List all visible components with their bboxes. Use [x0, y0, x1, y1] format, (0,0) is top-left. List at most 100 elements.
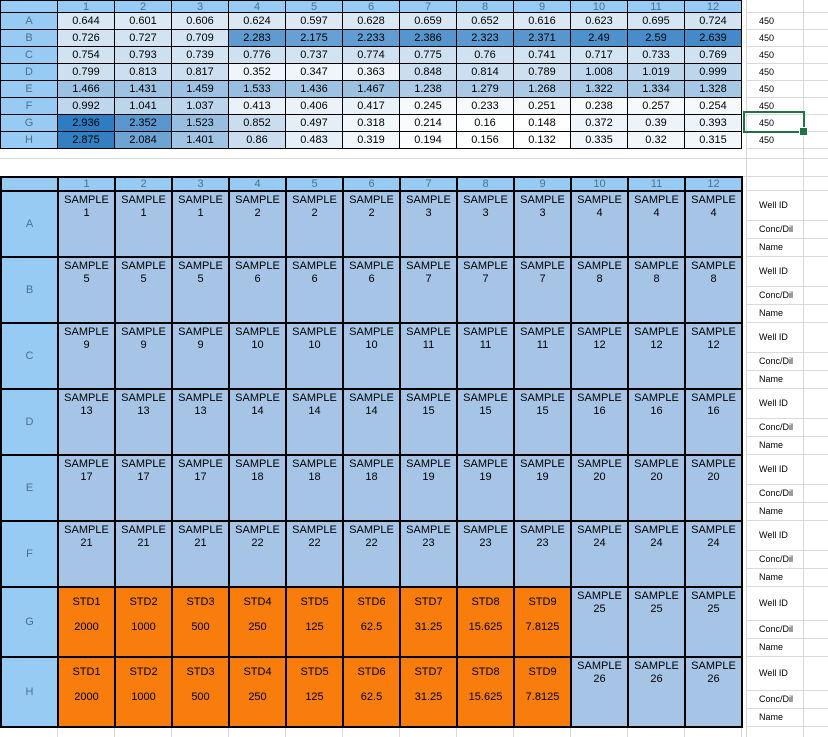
od-value-cell[interactable]: 0.86	[228, 131, 286, 149]
wavelength-cell[interactable]: 450	[759, 66, 775, 77]
wavelength-cell[interactable]: 450	[759, 117, 775, 128]
od-value-cell[interactable]: 0.214	[399, 114, 457, 132]
sample-cell[interactable]: SAMPLE 2	[285, 190, 344, 258]
field-label[interactable]: Well ID	[759, 266, 788, 276]
field-label[interactable]: Well ID	[759, 598, 788, 608]
row-label[interactable]: H	[0, 656, 59, 728]
od-value-cell[interactable]: 0.132	[513, 131, 571, 149]
sample-cell[interactable]: SAMPLE 7	[513, 256, 572, 324]
od-value-cell[interactable]: 0.774	[342, 46, 400, 64]
field-label[interactable]: Name	[759, 374, 784, 384]
od-value-cell[interactable]: 0.813	[114, 63, 172, 81]
sample-cell[interactable]: SAMPLE 26	[570, 656, 629, 728]
od-value-cell[interactable]: 1.466	[57, 80, 115, 98]
standard-cell[interactable]: STD8 15.625	[456, 656, 515, 728]
sample-cell[interactable]: SAMPLE 8	[570, 256, 629, 324]
sample-cell[interactable]: SAMPLE 21	[171, 520, 230, 588]
od-value-cell[interactable]: 0.793	[114, 46, 172, 64]
sample-cell[interactable]: SAMPLE 23	[399, 520, 458, 588]
sample-cell[interactable]: SAMPLE 4	[684, 190, 743, 258]
od-value-cell[interactable]: 0.413	[228, 97, 286, 115]
sample-cell[interactable]: SAMPLE 22	[228, 520, 287, 588]
sample-cell[interactable]: SAMPLE 6	[285, 256, 344, 324]
field-label[interactable]: Conc/Dil	[759, 488, 794, 498]
sample-cell[interactable]: SAMPLE 11	[513, 322, 572, 390]
sample-cell[interactable]: SAMPLE 26	[684, 656, 743, 728]
standard-cell[interactable]: STD5 125	[285, 656, 344, 728]
standard-cell[interactable]: STD1 2000	[57, 586, 116, 658]
od-value-cell[interactable]: 0.606	[171, 12, 229, 30]
sample-cell[interactable]: SAMPLE 20	[684, 454, 743, 522]
wavelength-cell[interactable]: 450	[759, 32, 775, 43]
field-label[interactable]: Well ID	[759, 464, 788, 474]
sample-cell[interactable]: SAMPLE 10	[342, 322, 401, 390]
sample-cell[interactable]: SAMPLE 5	[57, 256, 116, 324]
od-value-cell[interactable]: 0.406	[285, 97, 343, 115]
fill-handle[interactable]	[799, 127, 808, 136]
field-label[interactable]: Well ID	[759, 530, 788, 540]
standard-cell[interactable]: STD2 1000	[114, 586, 173, 658]
field-label[interactable]: Conc/Dil	[759, 356, 794, 366]
od-value-cell[interactable]: 0.483	[285, 131, 343, 149]
sample-cell[interactable]: SAMPLE 9	[171, 322, 230, 390]
sample-cell[interactable]: SAMPLE 22	[342, 520, 401, 588]
field-label[interactable]: Name	[759, 572, 784, 582]
od-value-cell[interactable]: 0.775	[399, 46, 457, 64]
od-value-cell[interactable]: 0.737	[285, 46, 343, 64]
od-value-cell[interactable]: 1.401	[171, 131, 229, 149]
standard-cell[interactable]: STD7 31.25	[399, 656, 458, 728]
sample-cell[interactable]: SAMPLE 15	[456, 388, 515, 456]
wavelength-cell[interactable]: 450	[759, 134, 775, 145]
od-value-cell[interactable]: 0.726	[57, 29, 115, 47]
od-value-cell[interactable]: 1.268	[513, 80, 571, 98]
field-label[interactable]: Conc/Dil	[759, 224, 794, 234]
sample-cell[interactable]: SAMPLE 24	[627, 520, 686, 588]
sample-cell[interactable]: SAMPLE 12	[570, 322, 629, 390]
field-label[interactable]: Well ID	[759, 668, 788, 678]
sample-cell[interactable]: SAMPLE 16	[570, 388, 629, 456]
field-label[interactable]: Conc/Dil	[759, 694, 794, 704]
sample-cell[interactable]: SAMPLE 21	[114, 520, 173, 588]
sample-cell[interactable]: SAMPLE 6	[342, 256, 401, 324]
sample-cell[interactable]: SAMPLE 25	[627, 586, 686, 658]
field-label[interactable]: Conc/Dil	[759, 554, 794, 564]
od-value-cell[interactable]: 2.283	[228, 29, 286, 47]
field-label[interactable]: Well ID	[759, 398, 788, 408]
od-value-cell[interactable]: 0.39	[627, 114, 685, 132]
sample-cell[interactable]: SAMPLE 1	[171, 190, 230, 258]
sample-cell[interactable]: SAMPLE 12	[627, 322, 686, 390]
sample-cell[interactable]: SAMPLE 9	[57, 322, 116, 390]
od-value-cell[interactable]: 0.717	[570, 46, 628, 64]
field-label[interactable]: Name	[759, 642, 784, 652]
od-value-cell[interactable]: 0.624	[228, 12, 286, 30]
field-label[interactable]: Name	[759, 506, 784, 516]
field-label[interactable]: Name	[759, 440, 784, 450]
od-value-cell[interactable]: 2.59	[627, 29, 685, 47]
od-value-cell[interactable]: 2.323	[456, 29, 514, 47]
sample-cell[interactable]: SAMPLE 14	[285, 388, 344, 456]
wavelength-cell[interactable]: 450	[759, 49, 775, 60]
sample-cell[interactable]: SAMPLE 17	[171, 454, 230, 522]
od-value-cell[interactable]: 0.999	[684, 63, 742, 81]
sample-cell[interactable]: SAMPLE 19	[456, 454, 515, 522]
field-label[interactable]: Name	[759, 242, 784, 252]
od-value-cell[interactable]: 2.936	[57, 114, 115, 132]
od-value-cell[interactable]: 0.372	[570, 114, 628, 132]
sample-cell[interactable]: SAMPLE 23	[513, 520, 572, 588]
od-value-cell[interactable]: 0.257	[627, 97, 685, 115]
field-label[interactable]: Conc/Dil	[759, 422, 794, 432]
od-value-cell[interactable]: 0.848	[399, 63, 457, 81]
od-value-cell[interactable]: 0.251	[513, 97, 571, 115]
od-value-cell[interactable]: 0.393	[684, 114, 742, 132]
standard-cell[interactable]: STD5 125	[285, 586, 344, 658]
wavelength-cell[interactable]: 450	[759, 83, 775, 94]
standard-cell[interactable]: STD1 2000	[57, 656, 116, 728]
od-value-cell[interactable]: 0.814	[456, 63, 514, 81]
od-value-cell[interactable]: 0.739	[171, 46, 229, 64]
od-value-cell[interactable]: 0.992	[57, 97, 115, 115]
sample-cell[interactable]: SAMPLE 9	[114, 322, 173, 390]
od-value-cell[interactable]: 0.148	[513, 114, 571, 132]
od-value-cell[interactable]: 0.315	[684, 131, 742, 149]
od-value-cell[interactable]: 0.194	[399, 131, 457, 149]
sample-cell[interactable]: SAMPLE 6	[228, 256, 287, 324]
